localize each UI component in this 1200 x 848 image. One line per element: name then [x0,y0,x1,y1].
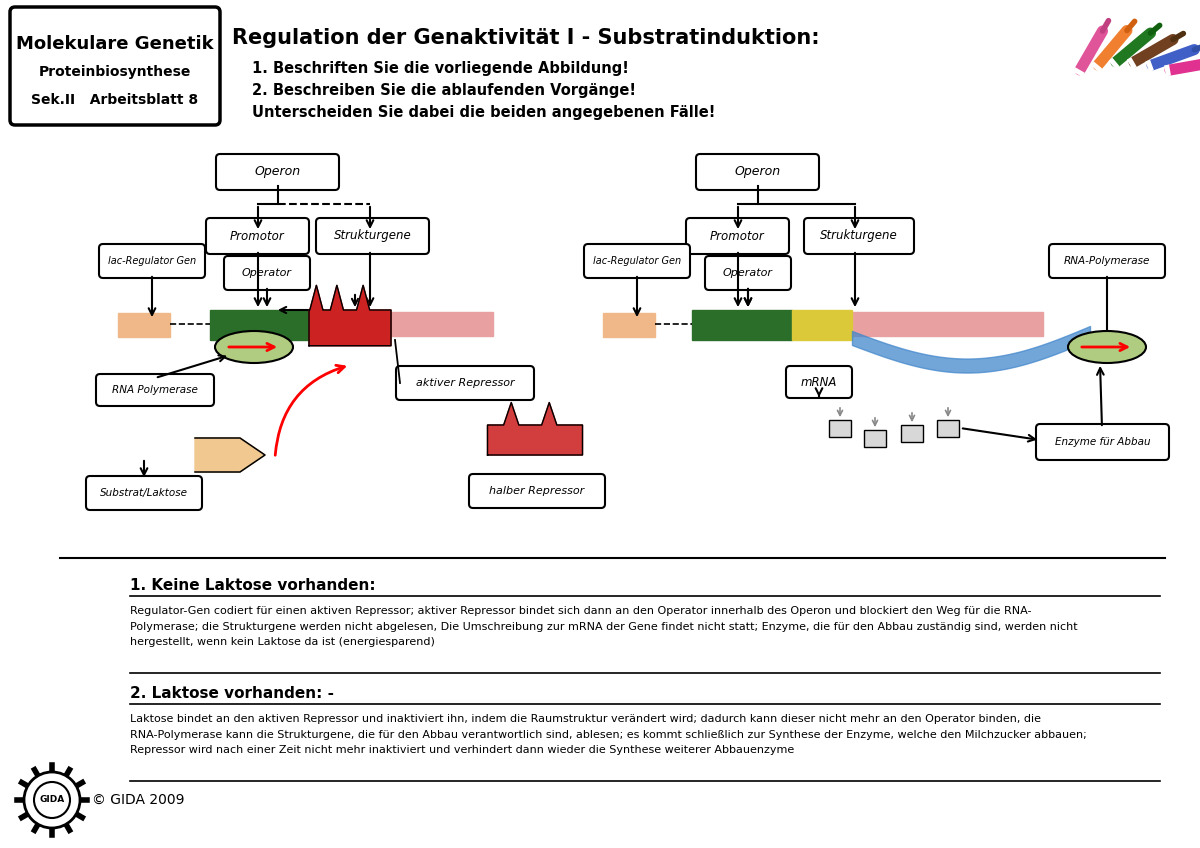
Text: 1. Keine Laktose vorhanden:: 1. Keine Laktose vorhanden: [130,578,376,593]
Text: mRNA: mRNA [800,376,838,388]
FancyBboxPatch shape [584,244,690,278]
Bar [318,312,493,336]
Polygon shape [194,438,265,472]
Bar [692,310,792,340]
FancyBboxPatch shape [98,244,205,278]
Text: Operator: Operator [242,268,292,278]
Text: RNA-Polymerase: RNA-Polymerase [1064,256,1150,266]
FancyBboxPatch shape [696,154,818,190]
Text: aktiver Repressor: aktiver Repressor [415,378,515,388]
FancyBboxPatch shape [216,154,340,190]
Text: halber Repressor: halber Repressor [490,486,584,496]
Circle shape [34,782,70,818]
Polygon shape [487,403,582,455]
FancyBboxPatch shape [469,474,605,508]
Bar [829,420,851,437]
FancyBboxPatch shape [786,366,852,398]
Text: Strukturgene: Strukturgene [820,230,898,243]
Text: Regulation der Genaktivität I - Substratinduktion:: Regulation der Genaktivität I - Substrat… [232,28,820,48]
Text: Regulator-Gen codiert für einen aktiven Repressor; aktiver Repressor bindet sich: Regulator-Gen codiert für einen aktiven … [130,606,1078,647]
Bar [937,420,959,437]
Bar [210,310,310,340]
Text: Laktose bindet an den aktiven Repressor und inaktiviert ihn, indem die Raumstruk: Laktose bindet an den aktiven Repressor … [130,714,1087,756]
Text: Unterscheiden Sie dabei die beiden angegebenen Fälle!: Unterscheiden Sie dabei die beiden angeg… [252,104,715,120]
Text: RNA Polymerase: RNA Polymerase [112,385,198,395]
Bar [118,313,170,337]
Text: Sek.II   Arbeitsblatt 8: Sek.II Arbeitsblatt 8 [31,93,198,107]
Text: © GIDA 2009: © GIDA 2009 [92,793,185,807]
Bar [604,313,655,337]
FancyBboxPatch shape [10,7,220,125]
Text: Proteinbiosynthese: Proteinbiosynthese [38,65,191,79]
Ellipse shape [215,331,293,363]
Text: lac-Regulator Gen: lac-Regulator Gen [108,256,196,266]
FancyBboxPatch shape [1036,424,1169,460]
Text: 2. Beschreiben Sie die ablaufenden Vorgänge!: 2. Beschreiben Sie die ablaufenden Vorgä… [252,82,636,98]
Text: 2. Laktose vorhanden: -: 2. Laktose vorhanden: - [130,686,334,701]
Text: Molekulare Genetik: Molekulare Genetik [16,35,214,53]
FancyBboxPatch shape [686,218,790,254]
FancyBboxPatch shape [1049,244,1165,278]
Bar [310,310,370,340]
FancyBboxPatch shape [96,374,214,406]
Text: Operon: Operon [734,165,780,178]
Text: Promotor: Promotor [710,230,764,243]
Text: Promotor: Promotor [230,230,284,243]
Text: Operon: Operon [254,165,300,178]
Text: GIDA: GIDA [40,795,65,805]
FancyBboxPatch shape [706,256,791,290]
Bar [808,312,1043,336]
Bar [901,425,923,442]
Text: 1. Beschriften Sie die vorliegende Abbildung!: 1. Beschriften Sie die vorliegende Abbil… [252,60,629,75]
Bar [864,430,886,447]
FancyBboxPatch shape [206,218,310,254]
FancyBboxPatch shape [224,256,310,290]
Text: lac-Regulator Gen: lac-Regulator Gen [593,256,682,266]
FancyBboxPatch shape [316,218,430,254]
Text: Substrat/Laktose: Substrat/Laktose [100,488,188,498]
Ellipse shape [1068,331,1146,363]
Polygon shape [310,285,391,346]
Text: Strukturgene: Strukturgene [334,230,412,243]
Circle shape [24,772,80,828]
FancyBboxPatch shape [804,218,914,254]
FancyBboxPatch shape [86,476,202,510]
Text: Enzyme für Abbau: Enzyme für Abbau [1055,437,1151,447]
FancyBboxPatch shape [396,366,534,400]
Text: Operator: Operator [722,268,773,278]
Bar [792,310,852,340]
